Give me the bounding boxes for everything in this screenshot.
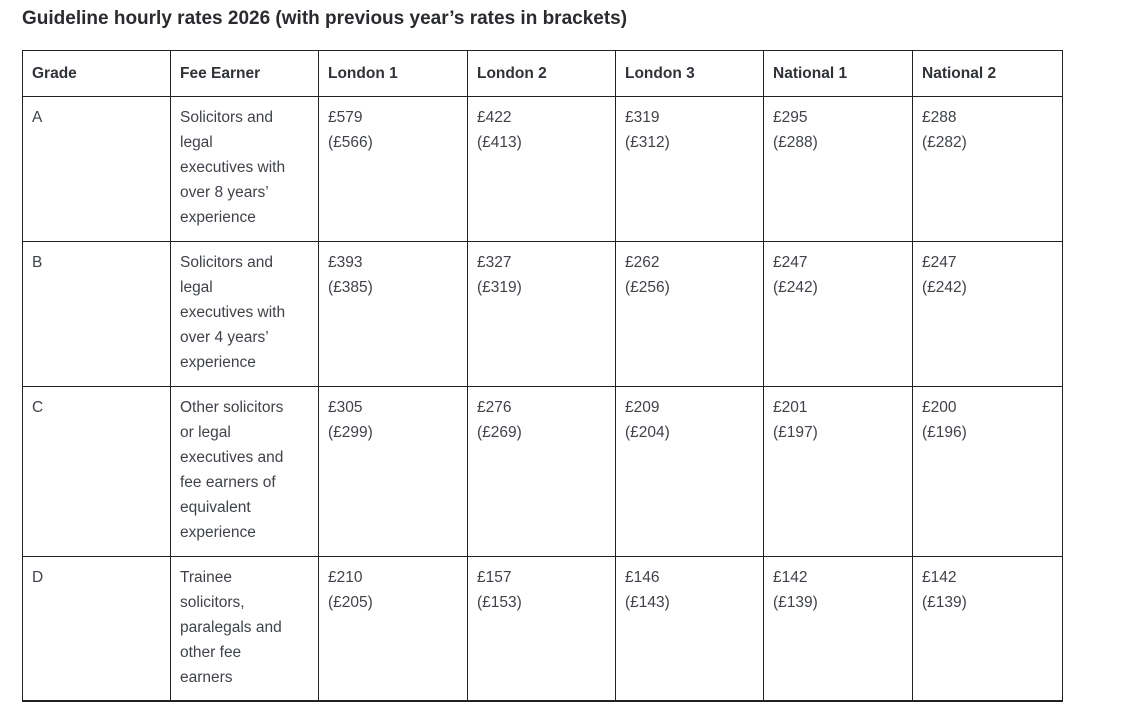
page-title: Guideline hourly rates 2026 (with previo… (22, 8, 628, 29)
current-rate: £327 (477, 254, 512, 271)
current-rate: £201 (773, 399, 808, 416)
current-rate: £422 (477, 109, 512, 126)
previous-rate: (£139) (922, 594, 967, 611)
previous-rate: (£288) (773, 134, 818, 151)
fee-earner-cell: Solicitors and legal executives with ove… (170, 241, 319, 387)
rate-cell-london3: £319 (£312) (615, 96, 764, 242)
rate-cell-national2: £288 (£282) (912, 96, 1063, 242)
grade-cell: B (22, 241, 171, 387)
current-rate: £146 (625, 569, 660, 586)
current-rate: £247 (773, 254, 808, 271)
current-rate: £288 (922, 109, 957, 126)
content-area: Guideline hourly rates 2026 (with previo… (22, 8, 1063, 702)
column-header-london2: London 2 (467, 50, 616, 97)
current-rate: £142 (922, 569, 957, 586)
previous-rate: (£299) (328, 424, 373, 441)
rate-cell-london2: £422 (£413) (467, 96, 616, 242)
current-rate: £210 (328, 569, 363, 586)
rate-cell-london1: £579 (£566) (318, 96, 468, 242)
previous-rate: (£282) (922, 134, 967, 151)
fee-earner-cell: Other solicitors or legal executives and… (170, 386, 319, 557)
previous-rate: (£197) (773, 424, 818, 441)
previous-rate: (£256) (625, 279, 670, 296)
previous-rate: (£413) (477, 134, 522, 151)
rate-cell-national1: £247 (£242) (763, 241, 913, 387)
previous-rate: (£242) (773, 279, 818, 296)
previous-rate: (£153) (477, 594, 522, 611)
column-header-national1: National 1 (763, 50, 913, 97)
column-header-fee-earner: Fee Earner (170, 50, 319, 97)
rate-cell-national2: £247 (£242) (912, 241, 1063, 387)
previous-rate: (£319) (477, 279, 522, 296)
column-header-grade: Grade (22, 50, 171, 97)
grade-cell: A (22, 96, 171, 242)
current-rate: £200 (922, 399, 957, 416)
current-rate: £247 (922, 254, 957, 271)
column-header-london1: London 1 (318, 50, 468, 97)
table-row-grade-a: A Solicitors and legal executives with o… (22, 96, 1063, 242)
rate-cell-national1: £142 (£139) (763, 556, 913, 701)
rate-cell-london3: £262 (£256) (615, 241, 764, 387)
previous-rate: (£204) (625, 424, 670, 441)
rate-cell-london2: £327 (£319) (467, 241, 616, 387)
rate-cell-national2: £200 (£196) (912, 386, 1063, 557)
previous-rate: (£242) (922, 279, 967, 296)
fee-earner-cell: Solicitors and legal executives with ove… (170, 96, 319, 242)
rate-cell-national2: £142 (£139) (912, 556, 1063, 701)
previous-rate: (£269) (477, 424, 522, 441)
rate-cell-london3: £146 (£143) (615, 556, 764, 701)
table-row-grade-d: D Trainee solicitors, paralegals and oth… (22, 556, 1063, 701)
column-header-national2: National 2 (912, 50, 1063, 97)
table-row-grade-c: C Other solicitors or legal executives a… (22, 386, 1063, 557)
previous-rate: (£385) (328, 279, 373, 296)
current-rate: £579 (328, 109, 363, 126)
previous-rate: (£196) (922, 424, 967, 441)
current-rate: £262 (625, 254, 660, 271)
rate-cell-london1: £393 (£385) (318, 241, 468, 387)
rate-cell-london1: £210 (£205) (318, 556, 468, 701)
current-rate: £276 (477, 399, 512, 416)
current-rate: £319 (625, 109, 660, 126)
previous-rate: (£205) (328, 594, 373, 611)
guideline-rates-table: Grade Fee Earner London 1 London 2 Londo… (22, 50, 1063, 702)
grade-cell: C (22, 386, 171, 557)
current-rate: £393 (328, 254, 363, 271)
current-rate: £305 (328, 399, 363, 416)
header-row: Grade Fee Earner London 1 London 2 Londo… (22, 50, 1063, 97)
rate-cell-london2: £157 (£153) (467, 556, 616, 701)
current-rate: £209 (625, 399, 660, 416)
rate-cell-london2: £276 (£269) (467, 386, 616, 557)
current-rate: £142 (773, 569, 808, 586)
previous-rate: (£139) (773, 594, 818, 611)
previous-rate: (£566) (328, 134, 373, 151)
current-rate: £295 (773, 109, 808, 126)
rate-cell-london1: £305 (£299) (318, 386, 468, 557)
column-header-london3: London 3 (615, 50, 764, 97)
current-rate: £157 (477, 569, 512, 586)
rate-cell-london3: £209 (£204) (615, 386, 764, 557)
previous-rate: (£143) (625, 594, 670, 611)
grade-cell: D (22, 556, 171, 701)
table-row-grade-b: B Solicitors and legal executives with o… (22, 241, 1063, 387)
rate-cell-national1: £295 (£288) (763, 96, 913, 242)
rate-cell-national1: £201 (£197) (763, 386, 913, 557)
previous-rate: (£312) (625, 134, 670, 151)
fee-earner-cell: Trainee solicitors, paralegals and other… (170, 556, 319, 701)
